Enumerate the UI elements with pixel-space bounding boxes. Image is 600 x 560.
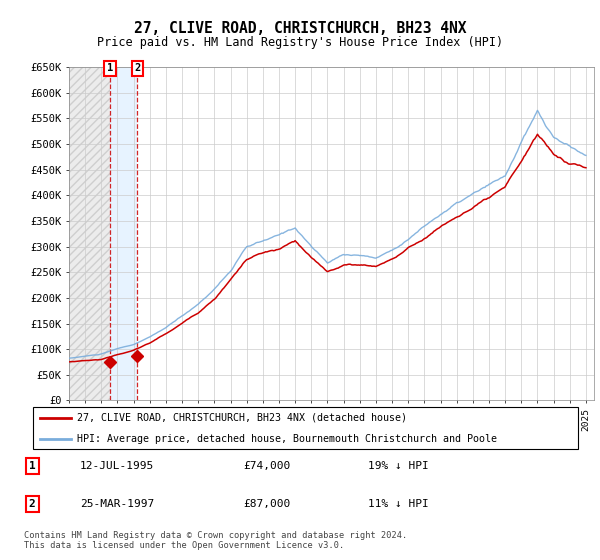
Text: HPI: Average price, detached house, Bournemouth Christchurch and Poole: HPI: Average price, detached house, Bour… <box>77 435 497 444</box>
Text: 2: 2 <box>29 499 35 509</box>
Text: £74,000: £74,000 <box>244 461 291 471</box>
Text: 27, CLIVE ROAD, CHRISTCHURCH, BH23 4NX: 27, CLIVE ROAD, CHRISTCHURCH, BH23 4NX <box>134 21 466 36</box>
Bar <box>69 67 110 400</box>
Text: 25-MAR-1997: 25-MAR-1997 <box>80 499 154 509</box>
Text: 1: 1 <box>107 63 113 73</box>
Text: Price paid vs. HM Land Registry's House Price Index (HPI): Price paid vs. HM Land Registry's House … <box>97 36 503 49</box>
Text: 27, CLIVE ROAD, CHRISTCHURCH, BH23 4NX (detached house): 27, CLIVE ROAD, CHRISTCHURCH, BH23 4NX (… <box>77 413 407 423</box>
Text: 11% ↓ HPI: 11% ↓ HPI <box>368 499 428 509</box>
Text: 1: 1 <box>29 461 35 471</box>
Text: 19% ↓ HPI: 19% ↓ HPI <box>368 461 428 471</box>
Text: Contains HM Land Registry data © Crown copyright and database right 2024.
This d: Contains HM Land Registry data © Crown c… <box>24 531 407 550</box>
Bar <box>110 67 137 400</box>
Text: 12-JUL-1995: 12-JUL-1995 <box>80 461 154 471</box>
Text: £87,000: £87,000 <box>244 499 291 509</box>
FancyBboxPatch shape <box>33 407 578 449</box>
Text: 2: 2 <box>134 63 140 73</box>
